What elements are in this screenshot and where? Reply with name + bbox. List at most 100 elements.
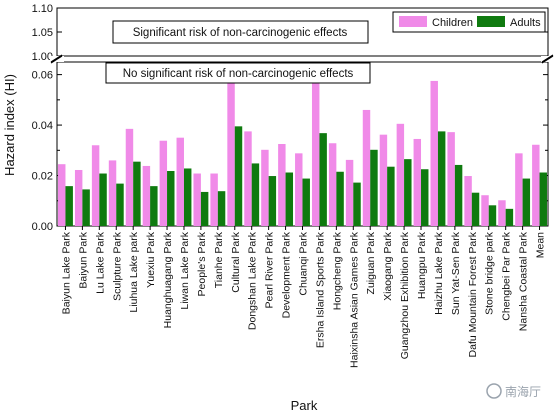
- legend-swatch-children: [399, 16, 427, 27]
- bar-adults: [522, 178, 531, 226]
- bar-adults: [488, 205, 497, 226]
- x-tick-label: Dafu Mountain Forest Park: [467, 231, 479, 357]
- watermark: 南海厅: [486, 383, 541, 399]
- legend: Children Adults: [392, 11, 546, 33]
- y-tick-label: 0.04: [32, 120, 53, 132]
- legend-label-adults: Adults: [510, 17, 541, 29]
- bar-adults: [251, 163, 260, 226]
- bar-children: [227, 73, 235, 226]
- bar-children: [481, 195, 489, 226]
- bar-adults: [454, 164, 463, 226]
- bar-children: [396, 123, 405, 226]
- bar-children: [142, 165, 151, 226]
- x-tick-label: Ersha Island Sports Park: [314, 231, 326, 348]
- bar-adults: [116, 183, 124, 226]
- upper-annotation: Significant risk of non-carcinogenic eff…: [133, 27, 348, 39]
- bar-children: [362, 109, 371, 226]
- bar-children: [278, 144, 286, 226]
- x-axis-title: Park: [291, 398, 318, 413]
- x-tick-label: Sculpture Park: [111, 231, 123, 301]
- legend-label-children: Children: [432, 17, 473, 29]
- bar-children: [498, 200, 506, 226]
- legend-box: [392, 11, 546, 33]
- x-tick-label: Dongshan Lake Park: [247, 231, 259, 330]
- x-tick-label: Haizhu Lake Park: [433, 231, 445, 315]
- y-tick-label: 0.06: [32, 70, 53, 82]
- watermark-logo-icon: [486, 383, 502, 399]
- axis-break-right: [541, 54, 555, 64]
- bar-adults: [404, 159, 412, 226]
- upper-annotation-box: [112, 20, 369, 44]
- bar-children: [413, 138, 422, 226]
- x-tick-label: Baiyun Lake Park: [60, 231, 72, 314]
- bar-children: [159, 140, 168, 226]
- x-tick-label: Mean: [535, 232, 547, 258]
- bar-children: [345, 159, 354, 226]
- bar-children: [379, 134, 388, 226]
- x-tick-label: Hongcheng Park: [331, 231, 343, 310]
- bar-children: [74, 169, 83, 226]
- x-tick-label: Yuexiu Park: [145, 231, 157, 288]
- bar-adults: [167, 170, 175, 226]
- bar-adults: [353, 182, 361, 226]
- bar-adults: [319, 133, 327, 226]
- bar-adults: [302, 178, 310, 226]
- bar-adults: [82, 189, 90, 226]
- bar-adults: [268, 176, 277, 226]
- bar-adults: [234, 126, 243, 226]
- y-axis-title: Hazard index (HI): [2, 74, 17, 176]
- bar-adults: [65, 186, 73, 226]
- x-tick-label: Development Park: [281, 231, 293, 318]
- bar-children: [210, 173, 218, 226]
- bar-children: [430, 80, 438, 226]
- x-tick-label: Chuanqi Park: [298, 231, 310, 295]
- bar-children: [91, 145, 100, 226]
- bar-children: [244, 131, 252, 226]
- x-tick-label: Xiaogang Park: [382, 231, 394, 301]
- x-tick-label: Cultural Park: [230, 231, 242, 292]
- bar-adults: [150, 186, 158, 226]
- x-tick-label: Guangzhou Exhibition Park: [399, 231, 411, 359]
- y-upper-tick-label: 1.05: [32, 27, 53, 39]
- y-tick-label: 0.02: [32, 171, 53, 183]
- bar-children: [295, 153, 303, 226]
- y-tick-label: 0.00: [32, 221, 53, 233]
- lower-annotation-box: [105, 62, 371, 84]
- x-tick-label: Zuiguan Park: [365, 231, 377, 294]
- watermark-text: 南海厅: [505, 384, 541, 399]
- x-tick-label: Liwan Lake Park: [179, 231, 191, 309]
- x-tick-label: Haixinsha Asian Games Park: [348, 231, 360, 368]
- bar-adults: [370, 149, 378, 226]
- lower-annotation: No significant risk of non-carcinogenic …: [123, 68, 354, 80]
- bar-adults: [133, 161, 141, 226]
- bar-children: [515, 153, 523, 226]
- bar-children: [176, 137, 184, 226]
- bar-children: [328, 143, 337, 226]
- axis-break-left: [50, 54, 64, 64]
- bar-adults: [505, 208, 514, 226]
- x-tick-label: Chengbei Par Park: [501, 231, 513, 320]
- x-tick-label: Lu Lake Park: [94, 231, 106, 294]
- bar-children: [261, 149, 269, 226]
- bar-adults: [471, 192, 480, 226]
- bar-children: [311, 83, 320, 226]
- x-tick-label: Stone bridge park: [484, 231, 496, 315]
- bar-children: [108, 160, 117, 226]
- y-upper-tick-label: 1.00: [32, 51, 53, 63]
- bar-children: [58, 164, 66, 226]
- x-tick-label: Baiyun Park: [77, 231, 89, 288]
- bar-children: [464, 176, 472, 226]
- bar-adults: [387, 166, 395, 226]
- bar-adults: [539, 172, 547, 226]
- bar-adults: [200, 191, 209, 226]
- bar-adults: [217, 191, 226, 226]
- y-upper-tick-label: 1.10: [32, 3, 53, 15]
- x-tick-label: Nansha Coastal Park: [518, 231, 530, 331]
- x-tick-label: Tianhe Park: [213, 231, 225, 288]
- x-tick-label: Pearl River Park: [264, 231, 276, 308]
- x-tick-label: Huangpu Park: [416, 231, 428, 299]
- bar-adults: [183, 168, 192, 226]
- bar-adults: [285, 172, 294, 226]
- bar-adults: [437, 131, 446, 226]
